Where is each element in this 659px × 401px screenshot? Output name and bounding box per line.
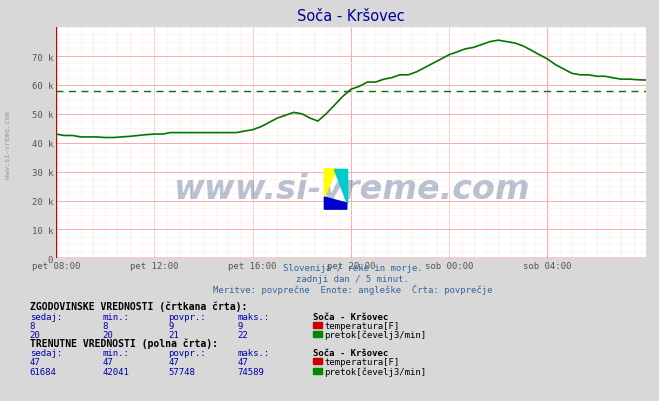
Text: sedaj:: sedaj: bbox=[30, 348, 62, 357]
Text: 20: 20 bbox=[102, 330, 113, 339]
Text: maks.:: maks.: bbox=[237, 348, 270, 357]
Title: Soča - Kršovec: Soča - Kršovec bbox=[297, 9, 405, 24]
Text: Soča - Kršovec: Soča - Kršovec bbox=[313, 348, 388, 357]
Polygon shape bbox=[324, 169, 337, 198]
Text: 22: 22 bbox=[237, 330, 248, 339]
Text: povpr.:: povpr.: bbox=[168, 348, 206, 357]
Text: Slovenija / reke in morje.: Slovenija / reke in morje. bbox=[283, 264, 422, 273]
Polygon shape bbox=[324, 198, 347, 210]
Polygon shape bbox=[335, 169, 347, 204]
Text: Meritve: povprečne  Enote: angleške  Črta: povprečje: Meritve: povprečne Enote: angleške Črta:… bbox=[213, 284, 492, 294]
Text: 47: 47 bbox=[168, 357, 179, 366]
Text: 9: 9 bbox=[237, 321, 243, 330]
Text: 47: 47 bbox=[237, 357, 248, 366]
Text: pretok[čevelj3/min]: pretok[čevelj3/min] bbox=[324, 329, 426, 339]
Text: temperatura[F]: temperatura[F] bbox=[324, 357, 399, 366]
Text: sedaj:: sedaj: bbox=[30, 312, 62, 321]
Text: www.si-vreme.com: www.si-vreme.com bbox=[173, 173, 529, 206]
Text: Soča - Kršovec: Soča - Kršovec bbox=[313, 312, 388, 321]
Text: min.:: min.: bbox=[102, 348, 129, 357]
Text: 21: 21 bbox=[168, 330, 179, 339]
Text: TRENUTNE VREDNOSTI (polna črta):: TRENUTNE VREDNOSTI (polna črta): bbox=[30, 337, 217, 348]
Text: 74589: 74589 bbox=[237, 367, 264, 376]
Text: 47: 47 bbox=[30, 357, 40, 366]
Text: zadnji dan / 5 minut.: zadnji dan / 5 minut. bbox=[296, 275, 409, 284]
Text: 8: 8 bbox=[102, 321, 107, 330]
Text: 57748: 57748 bbox=[168, 367, 195, 376]
Text: temperatura[F]: temperatura[F] bbox=[324, 321, 399, 330]
Text: 47: 47 bbox=[102, 357, 113, 366]
Text: min.:: min.: bbox=[102, 312, 129, 321]
Text: 42041: 42041 bbox=[102, 367, 129, 376]
Text: maks.:: maks.: bbox=[237, 312, 270, 321]
Text: povpr.:: povpr.: bbox=[168, 312, 206, 321]
Text: 9: 9 bbox=[168, 321, 173, 330]
Text: www.si-vreme.com: www.si-vreme.com bbox=[5, 110, 11, 178]
Text: 20: 20 bbox=[30, 330, 40, 339]
Text: 61684: 61684 bbox=[30, 367, 57, 376]
Polygon shape bbox=[335, 169, 347, 204]
Text: ZGODOVINSKE VREDNOSTI (črtkana črta):: ZGODOVINSKE VREDNOSTI (črtkana črta): bbox=[30, 301, 247, 312]
Text: 8: 8 bbox=[30, 321, 35, 330]
Text: pretok[čevelj3/min]: pretok[čevelj3/min] bbox=[324, 366, 426, 376]
